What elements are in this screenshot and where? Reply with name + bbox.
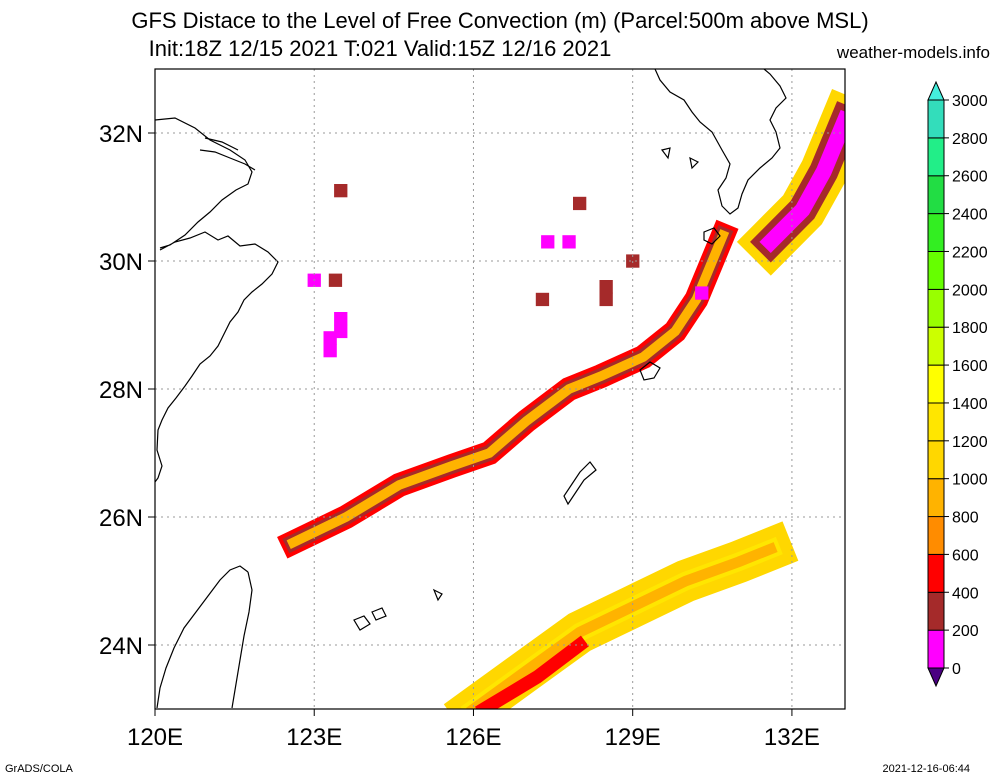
lat-tick-label: 28N <box>99 377 143 404</box>
lfc-cell <box>323 344 337 358</box>
footer-software: GrADS/COLA <box>5 763 73 775</box>
colorbar-label: 600 <box>952 547 979 564</box>
chart-title: GFS Distace to the Level of Free Convect… <box>131 8 869 33</box>
colorbar-swatch <box>927 516 945 555</box>
lfc-cell <box>562 235 576 249</box>
colorbar-swatch <box>927 213 945 253</box>
coastline-china <box>155 117 279 483</box>
lfc-cell <box>573 196 587 211</box>
colorbar-swatch <box>927 364 945 404</box>
colorbar-over-triangle <box>927 80 945 101</box>
chart-subtitle: Init:18Z 12/15 2021 T:021 Valid:15Z 12/1… <box>148 36 612 61</box>
coastline-amami <box>639 361 661 381</box>
colorbar-label: 800 <box>952 510 979 527</box>
lat-tick-label: 24N <box>99 633 143 660</box>
lfc-band-3-layer-3 <box>766 116 845 247</box>
colorbar-label: 2600 <box>952 169 988 186</box>
colorbar-swatch <box>927 288 945 328</box>
lon-tick-label: 120E <box>127 724 183 751</box>
lfc-cell <box>334 184 348 198</box>
footer-timestamp: 2021-12-16-06:44 <box>882 763 970 775</box>
colorbar-swatch <box>927 440 945 480</box>
coastline-goto <box>660 147 700 170</box>
axis-ticks: 120E 123E 126E 129E 132E 24N 26N 28N 30N 32N <box>99 121 820 751</box>
lfc-band-1-layer-2 <box>466 542 778 709</box>
coastline-yangtze <box>199 137 256 171</box>
lon-tick-label: 126E <box>445 724 501 751</box>
colorbar-label: 1200 <box>952 434 988 451</box>
lfc-cell <box>695 286 709 300</box>
colorbar-label: 200 <box>952 623 979 640</box>
lfc-cell <box>323 331 337 345</box>
lfc-band-2-layer-0 <box>474 635 589 709</box>
colorbar-swatch <box>927 137 945 177</box>
colorbar-under-triangle <box>927 667 945 688</box>
colorbar-swatch <box>927 553 945 593</box>
colorbar-label: 3000 <box>952 93 988 110</box>
lat-tick-label: 26N <box>99 505 143 532</box>
colorbar-swatch <box>927 402 945 442</box>
grid-lines <box>154 69 845 709</box>
coastline-miyako <box>353 588 443 631</box>
site-credit: weather-models.info <box>836 43 990 62</box>
coastline-taiwan <box>156 565 253 709</box>
lfc-cell <box>599 280 613 294</box>
lon-tick-label: 123E <box>286 724 342 751</box>
lfc-cell <box>334 312 348 326</box>
colorbar-label: 1000 <box>952 472 988 489</box>
colorbar-label: 2800 <box>952 131 988 148</box>
coastline-yakushima <box>703 227 721 245</box>
lfc-cell <box>541 235 555 249</box>
lon-tick-label: 129E <box>605 724 661 751</box>
colorbar-label: 0 <box>952 661 961 678</box>
colorbar-label: 2000 <box>952 282 988 299</box>
colorbar-label: 1800 <box>952 320 988 337</box>
lat-tick-label: 32N <box>99 121 143 148</box>
colorbar-swatch <box>927 99 945 139</box>
lfc-cell <box>535 292 550 307</box>
colorbar-label: 400 <box>952 585 979 602</box>
lfc-band-0-layer-0 <box>277 219 739 559</box>
lat-tick-label: 30N <box>99 249 143 276</box>
coastline-layer <box>155 69 787 709</box>
colorbar-swatch <box>927 629 945 669</box>
colorbar-swatch <box>927 591 945 631</box>
lfc-cell <box>599 292 613 307</box>
colorbar-swatch <box>927 326 945 366</box>
colorbar-swatch <box>927 175 945 215</box>
colorbar-swatch <box>927 251 945 290</box>
colorbar-label: 1600 <box>952 358 988 375</box>
lon-tick-label: 132E <box>764 724 820 751</box>
lfc-cell <box>328 273 343 287</box>
colorbar-swatch <box>927 478 945 518</box>
coastline-okinawa <box>563 461 597 506</box>
colorbar-label: 2200 <box>952 244 988 261</box>
colorbar: 0 200 400 600 800 1000 1200 1400 1600 1800 2000 220… <box>927 80 988 688</box>
colorbar-label: 2400 <box>952 207 988 224</box>
coastline-kyushu <box>654 69 787 215</box>
lfc-cell <box>334 324 348 339</box>
colorbar-label: 1400 <box>952 396 988 413</box>
